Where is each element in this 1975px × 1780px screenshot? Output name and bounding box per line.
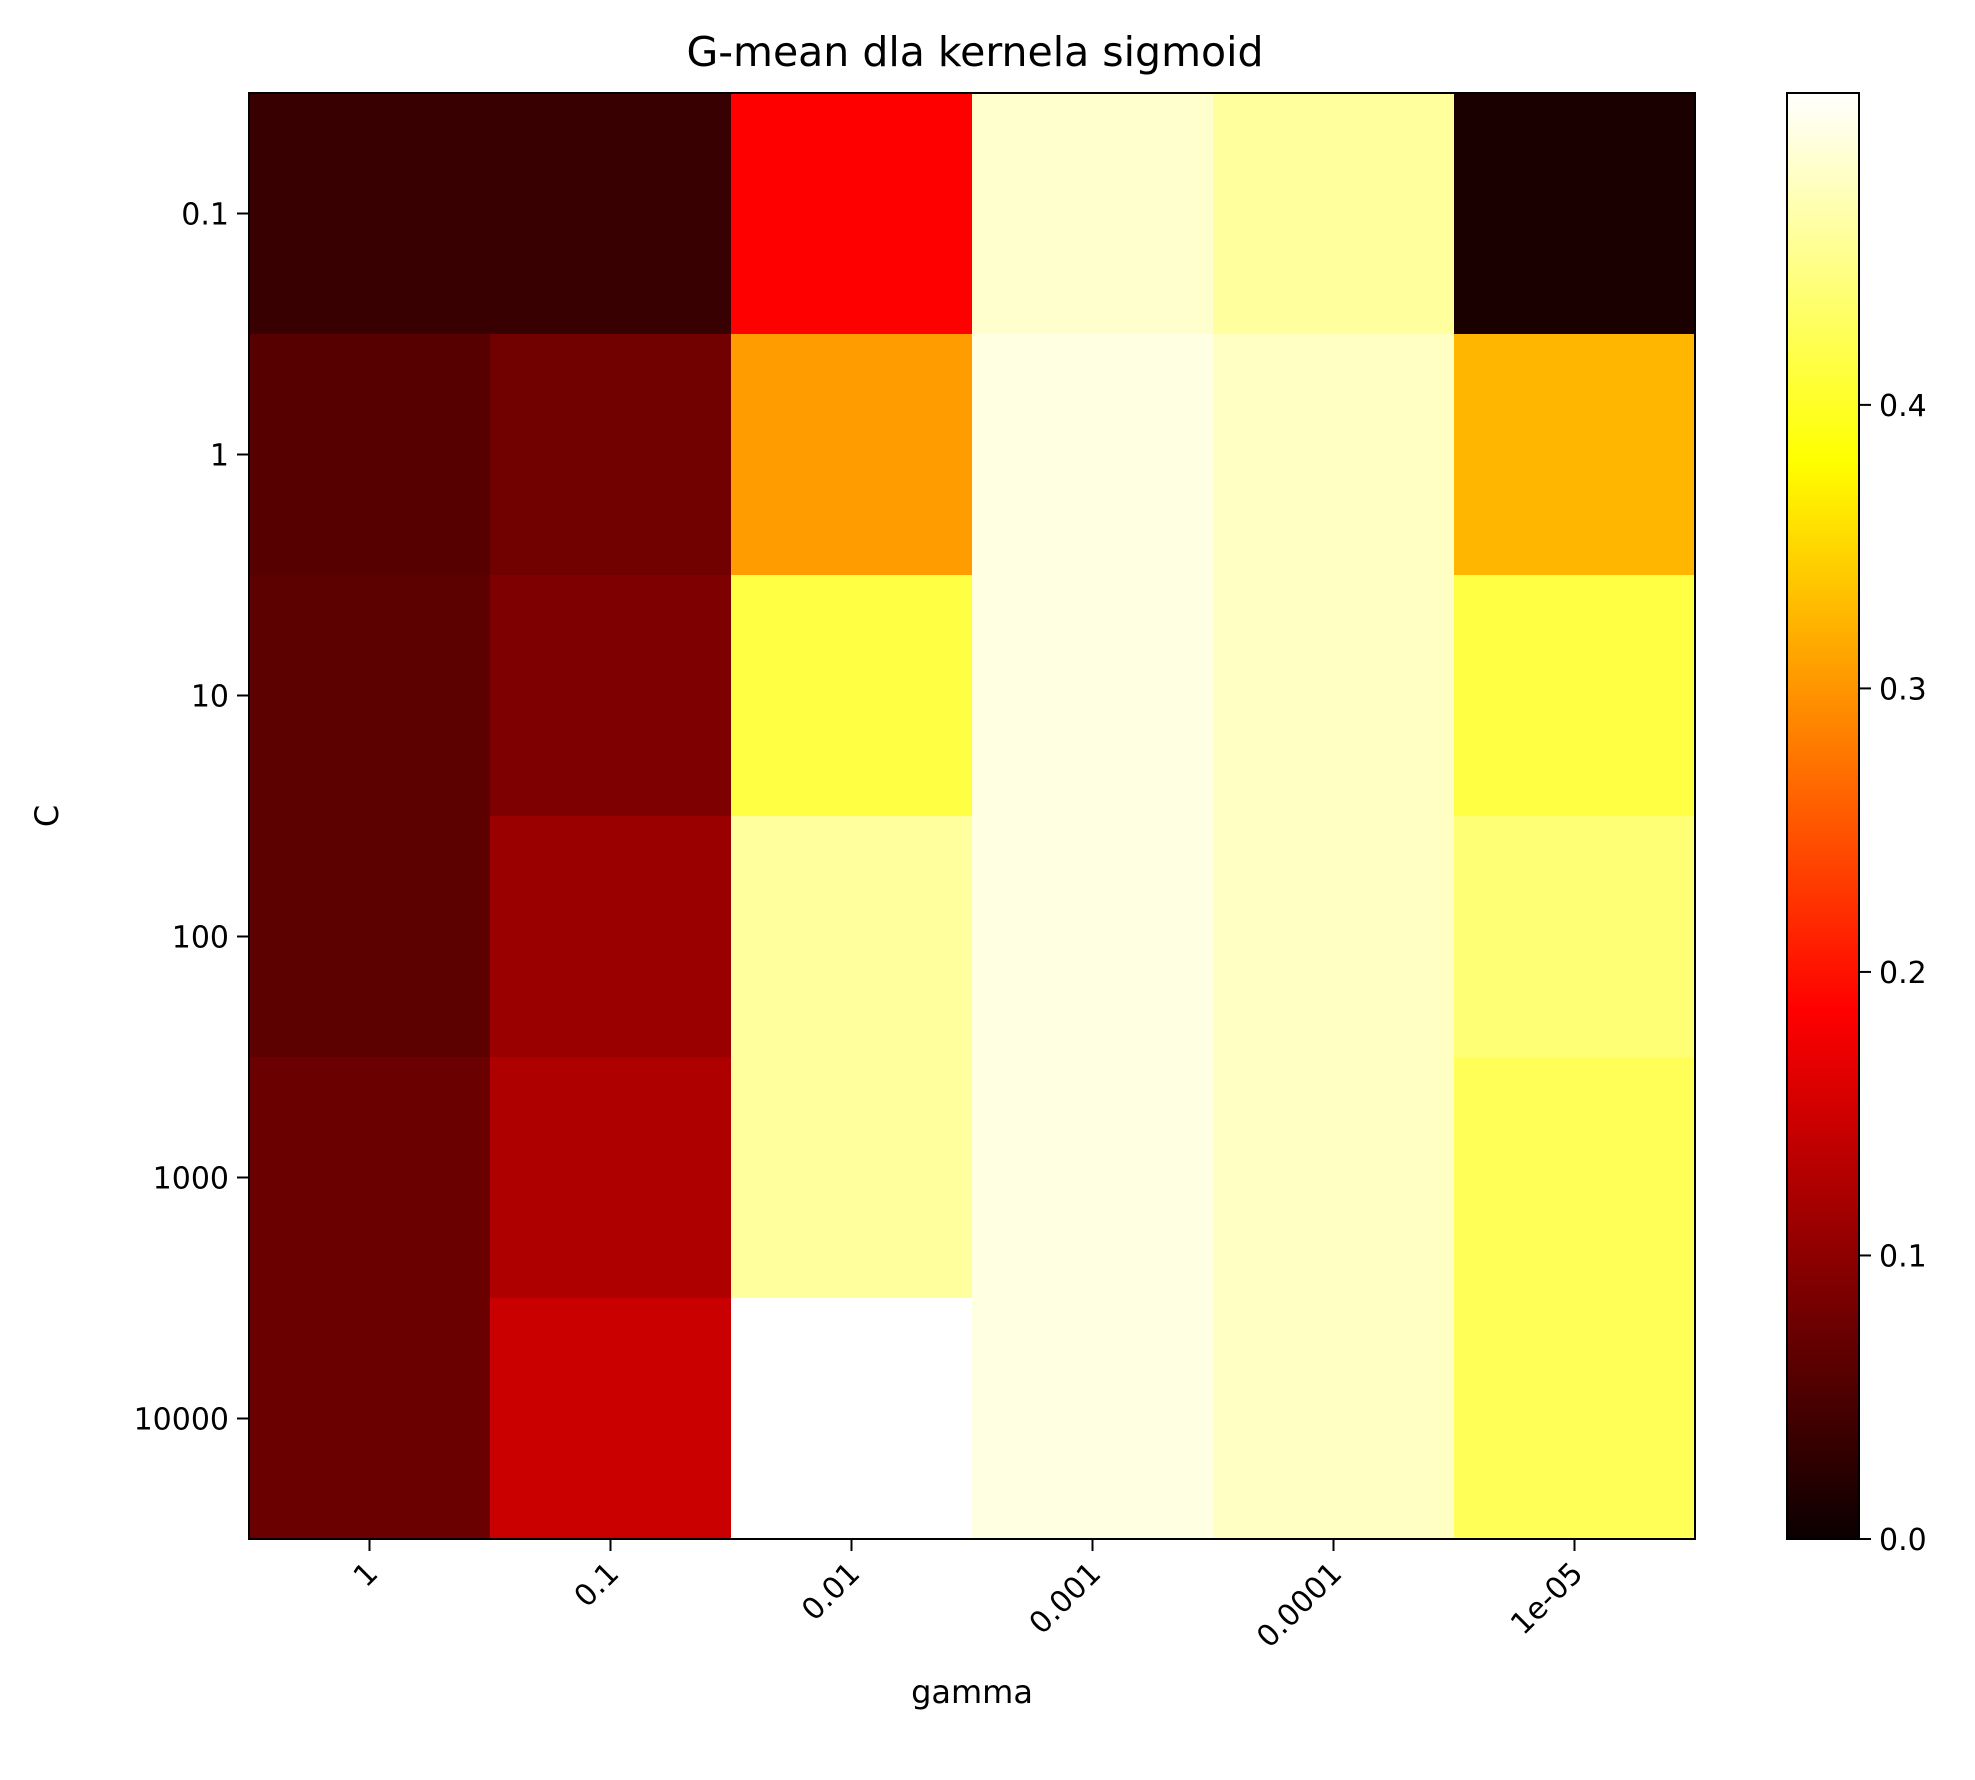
heatmap-cell <box>249 575 491 817</box>
heatmap-cell <box>972 575 1214 817</box>
heatmap-cell <box>490 334 732 576</box>
heatmap-cell <box>731 816 973 1058</box>
x-tick-label: 0.01 <box>795 1556 867 1628</box>
heatmap-cell <box>1213 334 1455 576</box>
x-tick-label: 0.001 <box>1023 1556 1108 1641</box>
x-tick-label: 0.1 <box>568 1556 626 1614</box>
y-tick-label: 100 <box>172 921 229 956</box>
heatmap-cell <box>249 93 491 335</box>
heatmap-cell <box>731 1057 973 1299</box>
heatmap-cell <box>972 334 1214 576</box>
colorbar-ticks: 0.0 0.1 0.2 0.3 0.4 <box>1859 389 1927 1558</box>
heatmap-cell <box>490 1298 732 1540</box>
x-tick-label: 0.0001 <box>1250 1556 1349 1655</box>
colorbar-tick-label: 0.4 <box>1879 389 1927 424</box>
heatmap-cell <box>490 93 732 335</box>
x-tick-label: 1e-05 <box>1504 1556 1590 1642</box>
heatmap-cell <box>1213 575 1455 817</box>
heatmap-cell <box>1454 1057 1696 1299</box>
heatmap-cell <box>731 334 973 576</box>
colorbar-tick-label: 0.2 <box>1879 956 1927 991</box>
heatmap-cell <box>1454 816 1696 1058</box>
colorbar-tick-label: 0.0 <box>1879 1523 1927 1558</box>
plot-frame <box>248 92 1696 1540</box>
chart-title: G-mean dla kernela sigmoid <box>686 28 1263 76</box>
heatmap-cell <box>731 575 973 817</box>
y-axis-label: C <box>28 805 66 827</box>
x-axis-ticks: 1 0.1 0.01 0.001 0.0001 1e-05 <box>347 1539 1590 1655</box>
heatmap-cell <box>249 1057 491 1299</box>
colorbar <box>1786 92 1860 1540</box>
y-tick-label: 1000 <box>153 1162 229 1197</box>
heatmap-cells <box>249 93 1696 1540</box>
heatmap-cell <box>1213 1298 1455 1540</box>
y-tick-label: 10000 <box>134 1403 229 1438</box>
heatmap-cell <box>490 1057 732 1299</box>
heatmap-cell <box>731 1298 973 1540</box>
y-tick-label: 1 <box>210 439 229 474</box>
heatmap-cell <box>1213 816 1455 1058</box>
heatmap-cell <box>1454 1298 1696 1540</box>
heatmap-cell <box>249 334 491 576</box>
heatmap-cell <box>972 1057 1214 1299</box>
heatmap-cell <box>731 93 973 335</box>
y-tick-label: 10 <box>191 680 229 715</box>
heatmap-cell <box>972 816 1214 1058</box>
y-axis-ticks: 0.1 1 10 100 1000 10000 <box>134 198 249 1438</box>
colorbar-tick-label: 0.3 <box>1879 672 1927 707</box>
y-tick-label: 0.1 <box>181 198 229 233</box>
heatmap-cell <box>249 1298 491 1540</box>
heatmap-cell <box>1454 334 1696 576</box>
heatmap-cell <box>1213 93 1455 335</box>
heatmap-cell <box>1454 575 1696 817</box>
heatmap-cell <box>972 1298 1214 1540</box>
heatmap-cell <box>1213 1057 1455 1299</box>
heatmap-cell <box>490 816 732 1058</box>
heatmap-cell <box>249 816 491 1058</box>
x-tick-label: 1 <box>347 1556 385 1594</box>
colorbar-tick-label: 0.1 <box>1879 1239 1927 1274</box>
x-axis-label: gamma <box>911 1673 1033 1711</box>
heatmap-cell <box>490 575 732 817</box>
heatmap-cell <box>972 93 1214 335</box>
heatmap-cell <box>1454 93 1696 335</box>
